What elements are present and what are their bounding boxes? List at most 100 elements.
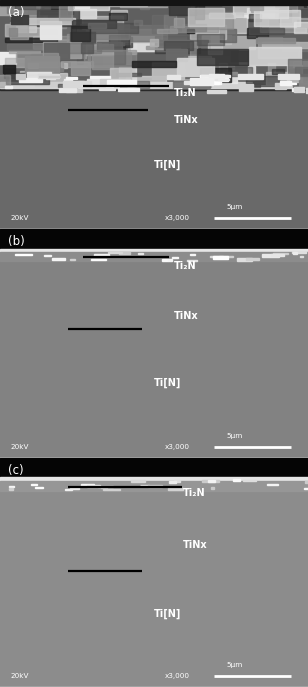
Bar xyxy=(207,90,226,93)
Text: Ti[N]: Ti[N] xyxy=(154,609,181,619)
Bar xyxy=(304,3,308,7)
Bar xyxy=(78,36,130,44)
Bar xyxy=(106,83,113,89)
Bar xyxy=(127,82,134,86)
Bar xyxy=(70,488,79,489)
Bar xyxy=(0,0,23,6)
Bar xyxy=(280,81,291,85)
Bar xyxy=(9,486,14,487)
Bar xyxy=(177,58,214,76)
Bar xyxy=(44,43,69,59)
Bar xyxy=(16,74,25,79)
Bar xyxy=(197,34,224,45)
Bar xyxy=(109,36,129,47)
Bar xyxy=(6,87,12,88)
Bar xyxy=(51,5,71,11)
Bar xyxy=(169,0,213,1)
Bar xyxy=(0,252,308,261)
Bar xyxy=(78,32,124,46)
Bar xyxy=(68,5,109,10)
Bar xyxy=(162,260,168,261)
Text: x3,000: x3,000 xyxy=(165,444,190,449)
Bar xyxy=(205,65,234,69)
Bar xyxy=(4,74,42,78)
Bar xyxy=(39,63,63,71)
Bar xyxy=(21,0,39,14)
Bar xyxy=(74,78,101,80)
Bar xyxy=(0,5,40,15)
Bar xyxy=(86,30,117,45)
Bar xyxy=(253,81,300,84)
Bar xyxy=(158,40,208,47)
Bar xyxy=(280,17,308,27)
Bar xyxy=(155,36,200,53)
Bar xyxy=(250,5,263,10)
Bar xyxy=(173,81,209,88)
Bar xyxy=(33,36,72,49)
Bar xyxy=(237,258,252,261)
Bar xyxy=(58,27,75,38)
Text: 5μm: 5μm xyxy=(226,204,243,210)
Bar xyxy=(262,254,279,257)
Bar xyxy=(150,38,158,46)
Bar xyxy=(292,251,306,253)
Text: Ti[N]: Ti[N] xyxy=(154,160,181,170)
Bar xyxy=(59,5,72,20)
Bar xyxy=(216,71,237,84)
Bar xyxy=(6,74,49,84)
Bar xyxy=(140,0,149,9)
Bar xyxy=(0,85,308,91)
Bar xyxy=(166,49,187,60)
Bar xyxy=(23,18,75,24)
Bar xyxy=(205,78,221,84)
Bar xyxy=(221,67,252,76)
Text: TiNx: TiNx xyxy=(174,115,199,125)
Bar xyxy=(31,484,37,485)
Bar xyxy=(116,73,141,76)
Bar xyxy=(57,43,101,53)
Bar xyxy=(245,258,259,260)
Bar xyxy=(167,34,198,41)
Bar xyxy=(35,73,67,86)
Bar xyxy=(132,36,186,52)
Bar xyxy=(247,28,268,38)
Bar xyxy=(306,20,308,27)
Bar xyxy=(118,88,139,91)
Bar xyxy=(209,13,235,18)
Bar xyxy=(272,69,284,74)
Bar xyxy=(9,50,40,53)
Bar xyxy=(77,24,129,39)
Bar xyxy=(295,67,308,75)
Bar xyxy=(293,82,308,85)
Bar xyxy=(0,458,308,479)
Bar xyxy=(231,51,249,61)
Bar xyxy=(59,88,76,92)
Bar xyxy=(87,79,111,85)
Bar xyxy=(48,15,70,23)
Bar xyxy=(22,10,73,14)
Bar xyxy=(37,10,79,26)
Bar xyxy=(65,488,72,490)
Bar xyxy=(71,26,90,41)
Bar xyxy=(301,10,308,17)
Bar xyxy=(81,43,93,53)
Bar xyxy=(211,37,228,47)
Bar xyxy=(294,87,305,92)
Text: x3,000: x3,000 xyxy=(165,673,190,679)
Bar xyxy=(103,489,120,490)
Bar xyxy=(196,14,233,29)
Bar xyxy=(249,14,261,21)
Bar xyxy=(120,1,167,8)
Bar xyxy=(262,42,308,47)
Text: TiNx: TiNx xyxy=(174,311,199,321)
Bar xyxy=(248,66,255,79)
Bar xyxy=(88,23,107,28)
Bar xyxy=(28,63,67,68)
Bar xyxy=(152,62,184,79)
Bar xyxy=(243,480,256,481)
Bar xyxy=(240,50,248,65)
Bar xyxy=(258,42,299,58)
Bar xyxy=(38,74,59,78)
Text: 20kV: 20kV xyxy=(11,444,29,449)
Bar xyxy=(305,482,308,484)
